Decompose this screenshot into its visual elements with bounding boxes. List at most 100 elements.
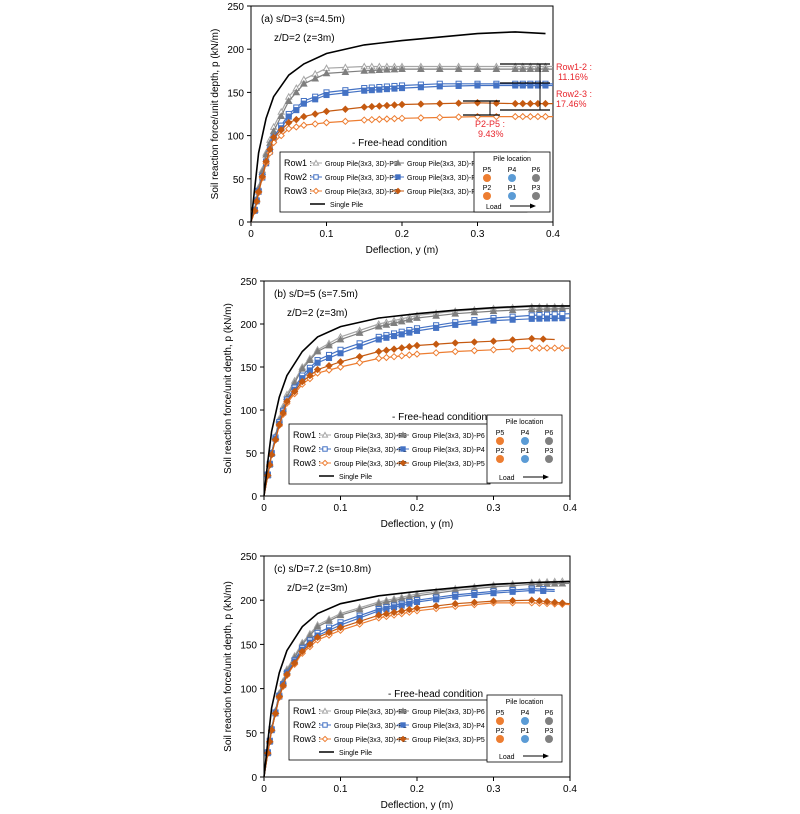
data-point	[543, 597, 551, 606]
data-point	[518, 65, 527, 72]
data-point	[451, 309, 460, 317]
data-point	[355, 358, 364, 367]
data-point	[285, 118, 293, 127]
legend-marker	[394, 159, 402, 166]
x-tick-label: 0.2	[410, 503, 424, 514]
pile-location-title: Pile location	[506, 699, 544, 706]
data-point	[322, 69, 331, 77]
legend-label: Group Pile(3x3, 3D)-P1	[334, 723, 407, 730]
data-point	[508, 306, 517, 314]
data-point	[405, 605, 414, 614]
legend-row-label: Row2 :	[284, 172, 312, 182]
legend-label: Group Pile(3x3, 3D)-P1	[325, 175, 398, 182]
data-point	[325, 354, 333, 362]
y-axis-label: Soil reaction force/unit depth, p (kN/m)	[223, 303, 234, 474]
data-point	[528, 334, 536, 343]
data-point	[312, 96, 319, 103]
data-point	[432, 349, 440, 357]
data-point	[322, 118, 331, 127]
load-arrow-head	[543, 474, 549, 480]
pile-label: P2	[496, 448, 505, 455]
annotation-text: 11.16%	[558, 72, 588, 82]
data-point	[550, 344, 559, 352]
legend-row-label: Row2 :	[293, 444, 321, 454]
pile-dot	[521, 717, 529, 725]
data-point	[285, 113, 292, 120]
data-point	[383, 86, 390, 93]
pile-dot	[508, 174, 516, 182]
legend-row-label: Row1 :	[284, 158, 312, 168]
data-point	[313, 365, 322, 374]
data-point	[258, 172, 267, 181]
data-point	[375, 336, 382, 343]
series-6	[250, 31, 546, 223]
data-point	[558, 599, 567, 607]
data-point	[490, 317, 497, 324]
data-point	[306, 356, 314, 364]
legend-marker	[400, 446, 406, 452]
data-point	[360, 103, 368, 111]
y-tick-label: 100	[227, 132, 244, 143]
data-point	[417, 100, 425, 108]
data-point	[397, 317, 406, 325]
data-point	[398, 114, 406, 123]
data-point	[519, 99, 527, 108]
x-axis-label: Deflection, y (m)	[366, 245, 439, 256]
data-point	[541, 65, 550, 72]
y-tick-label: 200	[240, 596, 257, 607]
data-point	[398, 85, 406, 92]
data-point	[535, 344, 544, 352]
data-point	[398, 331, 405, 338]
data-point	[435, 65, 444, 72]
y-axis-label: Soil reaction force/unit depth, p (kN/m)	[223, 581, 234, 752]
data-point	[397, 607, 406, 615]
data-point	[254, 188, 263, 196]
legend-row-label: Row3 :	[293, 458, 321, 468]
data-point	[398, 100, 406, 109]
pile-dot	[521, 455, 529, 463]
data-point	[405, 351, 414, 359]
y-tick-label: 250	[227, 2, 244, 13]
pile-dot	[496, 455, 504, 463]
y-axis-label: Soil reaction force/unit depth, p (kN/m)	[210, 29, 221, 200]
data-point	[336, 335, 345, 343]
legend-label: Single Pile	[339, 474, 372, 481]
pile-dot	[545, 437, 553, 445]
data-point	[528, 315, 535, 322]
legend-label: Single Pile	[339, 750, 372, 757]
y-tick-label: 200	[227, 45, 244, 56]
legend-label: Group Pile(3x3, 3D)-P6	[407, 161, 480, 168]
data-point	[266, 145, 274, 154]
pile-label: P6	[532, 167, 541, 174]
legend-row-label: Row3 :	[293, 734, 321, 744]
data-point	[526, 65, 535, 72]
legend-label: Group Pile(3x3, 3D)-P5	[412, 737, 485, 744]
pile-label: P3	[545, 728, 554, 735]
data-point	[406, 600, 413, 607]
data-point	[519, 82, 526, 89]
pile-label: P6	[545, 710, 554, 717]
load-label: Load	[499, 475, 515, 482]
data-point	[375, 102, 384, 110]
data-point	[519, 112, 527, 121]
data-point	[368, 102, 376, 111]
data-point	[382, 610, 391, 618]
data-point	[360, 116, 368, 124]
pile-label: P1	[521, 448, 530, 455]
data-point	[528, 596, 536, 604]
data-point	[417, 114, 425, 122]
y-tick-label: 100	[240, 685, 257, 696]
data-point	[325, 362, 333, 370]
data-point	[559, 315, 566, 322]
pile-dot	[496, 437, 504, 445]
legend-marker	[321, 459, 329, 467]
x-tick-label: 0.2	[410, 784, 424, 795]
data-point	[269, 133, 278, 142]
data-point	[341, 117, 350, 126]
pile-label: P4	[521, 710, 530, 717]
data-point	[390, 319, 398, 327]
pile-dot	[483, 192, 491, 200]
data-point	[341, 68, 350, 75]
data-point	[383, 65, 391, 73]
data-point	[313, 622, 322, 630]
